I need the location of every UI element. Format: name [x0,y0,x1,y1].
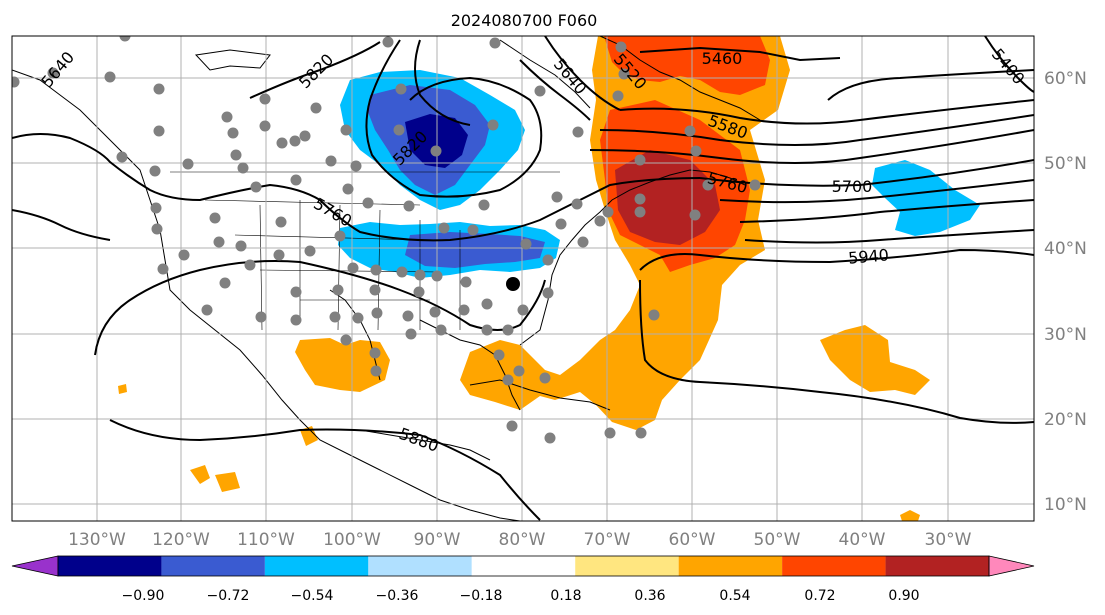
colorbar-tick-label: −0.72 [207,588,250,604]
lon-label: 60°W [669,530,716,550]
colorbar-tick-label: 0.18 [550,588,581,604]
negative-anomaly-fill [338,70,980,278]
colorbar-segment [368,556,472,576]
colorbar-extend-min [11,555,59,577]
colorbar [11,555,1035,577]
map-border [11,35,1035,522]
figure-title: 2024080700 F060 [451,11,598,30]
contour-label: 5700 [832,177,873,196]
lon-label: 130°W [68,530,126,550]
colorbar-segment [264,556,369,576]
lon-label: 30°W [925,530,972,550]
lon-label: 40°W [839,530,886,550]
positive-anomaly-fill [118,36,930,521]
lat-label: 10°N [1044,495,1087,515]
colorbar-segment [161,556,265,576]
colorbar-segment [58,556,162,576]
colorbar-tick-label: 0.54 [719,588,750,604]
colorbar-tick-labels: −0.90 −0.72 −0.54 −0.36 −0.18 0.18 0.36 … [122,588,920,604]
lat-label: 50°N [1044,154,1087,174]
colorbar-segment [678,556,783,576]
latitude-labels: 60°N 50°N 40°N 30°N 20°N 10°N [1044,69,1087,515]
colorbar-segment [782,556,886,576]
colorbar-segment [575,556,679,576]
lon-label: 50°W [754,530,801,550]
map-area: 5460 5400 5580 5520 5640 5760 5700 5820 … [12,36,1034,521]
colorbar-tick-label: −0.18 [460,588,503,604]
lat-label: 40°N [1044,239,1087,259]
lon-label: 120°W [152,530,210,550]
colorbar-segment [471,556,576,576]
contour-label: 5460 [702,49,743,68]
gridlines [12,36,1034,521]
coastlines [12,36,761,521]
lon-label: 110°W [237,530,295,550]
lat-label: 30°N [1044,325,1087,345]
political-boundaries [170,171,560,331]
contour-label: 5940 [847,245,889,267]
colorbar-outline [57,555,990,577]
colorbar-tick-label: 0.36 [634,588,665,604]
lon-label: 70°W [584,530,631,550]
station-markers [12,36,761,444]
colorbar-tick-label: 0.72 [804,588,835,604]
lat-label: 20°N [1044,410,1087,430]
colorbar-tick-label: −0.36 [376,588,419,604]
height-contours [12,36,1034,521]
lon-label: 80°W [499,530,546,550]
colorbar-extend-max [988,555,1035,577]
colorbar-tick-label: −0.90 [122,588,165,604]
lon-label: 90°W [414,530,461,550]
colorbar-tick-label: 0.90 [888,588,919,604]
colorbar-segment [885,556,989,576]
colorbar-tick-label: −0.54 [291,588,334,604]
storm-marker [506,277,520,291]
lat-label: 60°N [1044,69,1087,89]
lon-label: 100°W [323,530,381,550]
longitude-labels: 130°W 120°W 110°W 100°W 90°W 80°W 70°W 6… [68,530,972,550]
